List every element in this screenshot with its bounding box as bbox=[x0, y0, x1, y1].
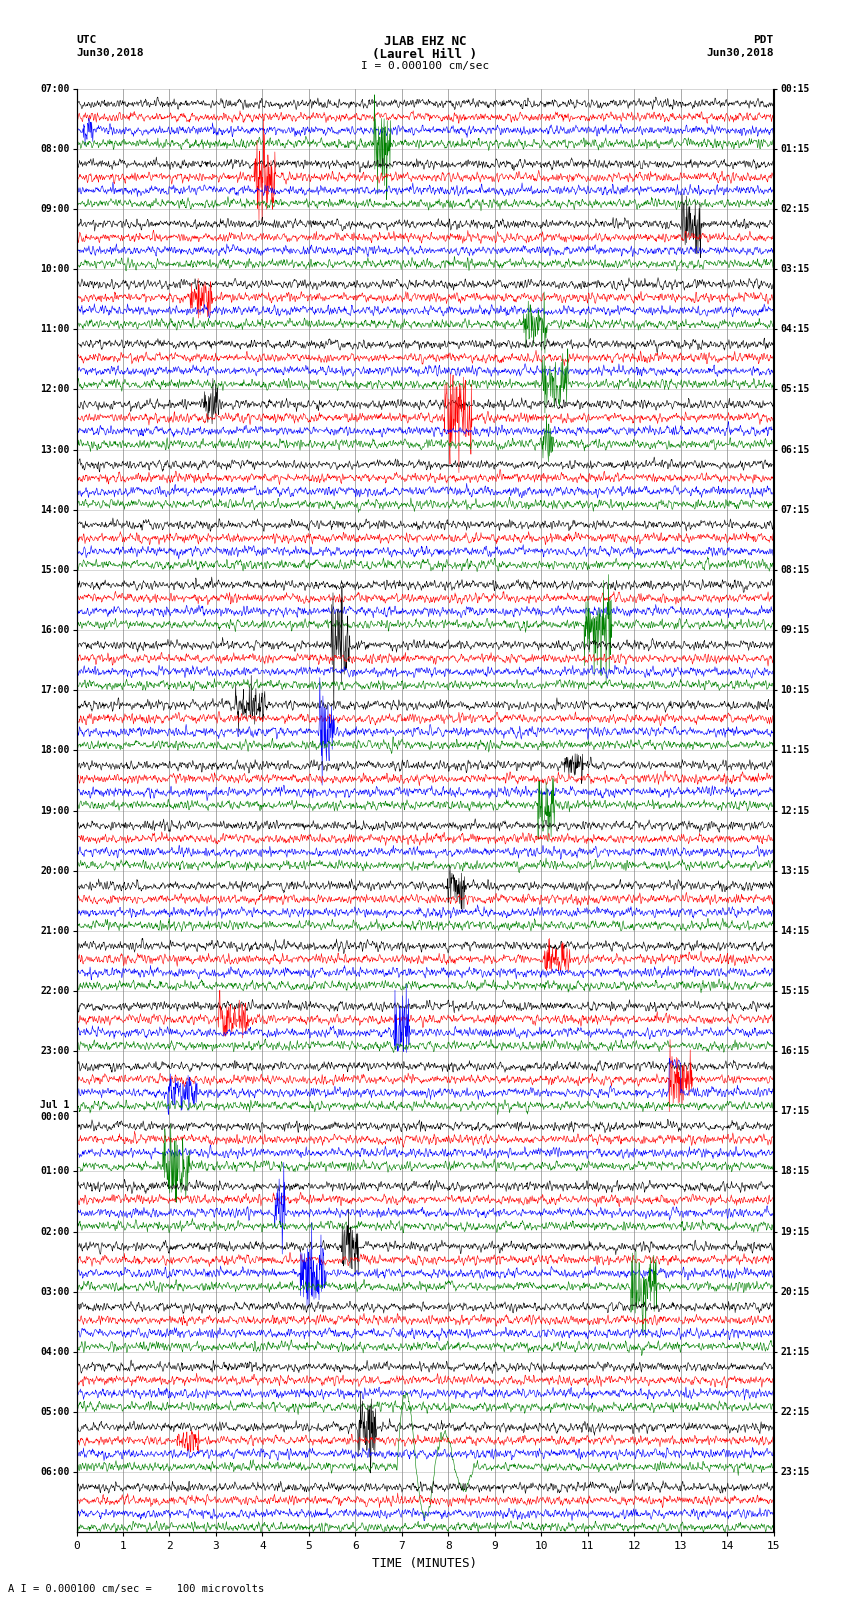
X-axis label: TIME (MINUTES): TIME (MINUTES) bbox=[372, 1557, 478, 1569]
Text: A I = 0.000100 cm/sec =    100 microvolts: A I = 0.000100 cm/sec = 100 microvolts bbox=[8, 1584, 264, 1594]
Text: I = 0.000100 cm/sec: I = 0.000100 cm/sec bbox=[361, 61, 489, 71]
Text: UTC: UTC bbox=[76, 35, 97, 45]
Text: Jun30,2018: Jun30,2018 bbox=[76, 48, 144, 58]
Text: JLAB EHZ NC: JLAB EHZ NC bbox=[383, 35, 467, 48]
Text: PDT: PDT bbox=[753, 35, 774, 45]
Text: (Laurel Hill ): (Laurel Hill ) bbox=[372, 48, 478, 61]
Text: Jun30,2018: Jun30,2018 bbox=[706, 48, 774, 58]
